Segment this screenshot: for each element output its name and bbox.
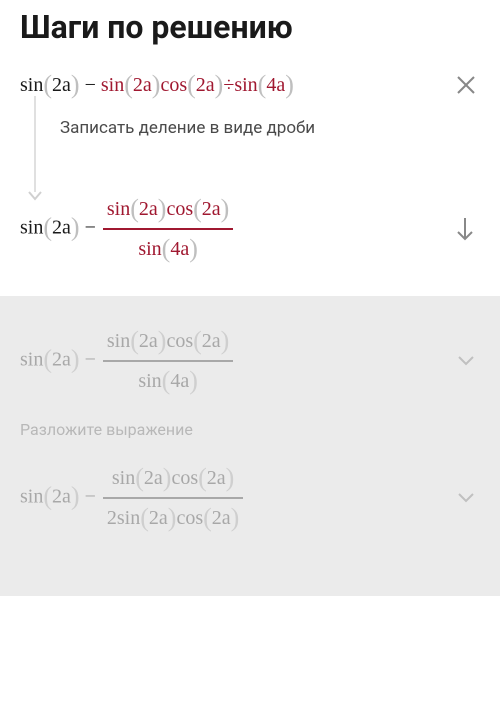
step-1-row: sin(2a) − sin(2a)cos(2a)÷sin(4a) bbox=[0, 70, 500, 100]
fn-cos: cos bbox=[166, 198, 193, 220]
dim-step-3-expression: sin(2a) − sin(2a)cos(2a) sin(4a) bbox=[20, 324, 452, 398]
chevron-down-icon[interactable] bbox=[452, 492, 480, 504]
arg: 2a bbox=[52, 486, 71, 508]
arg: 2a bbox=[133, 74, 152, 96]
arg: 2a bbox=[52, 349, 71, 371]
fn-sin: sin bbox=[101, 74, 124, 96]
arg: 2a bbox=[52, 74, 71, 96]
fraction-bar bbox=[103, 360, 233, 362]
fraction-bar bbox=[103, 497, 243, 499]
div: ÷ bbox=[223, 74, 234, 96]
arg: 2a bbox=[202, 198, 221, 220]
arg: 2a bbox=[139, 198, 158, 220]
dim-step-4-expression: sin(2a) − sin(2a)cos(2a) 2sin(2a)cos(2a) bbox=[20, 461, 452, 535]
connector-line bbox=[34, 96, 36, 192]
dim-step-3-row: sin(2a) − sin(2a)cos(2a) sin(4a) bbox=[0, 320, 500, 402]
fn-sin: sin bbox=[112, 467, 135, 489]
dim-transition-description: Разложите выражение bbox=[0, 402, 500, 457]
fn-sin: sin bbox=[117, 507, 140, 529]
close-icon[interactable] bbox=[452, 71, 480, 99]
step-2-expression: sin(2a) − sin(2a)cos(2a) sin(4a) bbox=[20, 192, 450, 266]
fn-sin: sin bbox=[20, 217, 43, 239]
chevron-down-icon[interactable] bbox=[452, 355, 480, 367]
down-arrow-icon[interactable] bbox=[450, 216, 480, 242]
fn-sin: sin bbox=[107, 198, 130, 220]
step-1-expression: sin(2a) − sin(2a)cos(2a)÷sin(4a) bbox=[20, 70, 452, 100]
arg: 2a bbox=[52, 217, 71, 239]
minus: − bbox=[85, 217, 96, 239]
arg: 2a bbox=[202, 330, 221, 352]
arrow-down-icon bbox=[28, 186, 42, 200]
step-connector: Записать деление в виде дроби bbox=[0, 100, 500, 156]
step-2-row: sin(2a) − sin(2a)cos(2a) sin(4a) bbox=[0, 192, 500, 266]
minus: − bbox=[85, 486, 96, 508]
fn-cos: cos bbox=[176, 507, 203, 529]
arg: 2a bbox=[144, 467, 163, 489]
coeff: 2 bbox=[107, 507, 117, 529]
minus: − bbox=[85, 74, 96, 96]
dim-preview-section: sin(2a) − sin(2a)cos(2a) sin(4a) Разложи… bbox=[0, 296, 500, 596]
page-title: Шаги по решению bbox=[0, 0, 500, 70]
fn-sin: sin bbox=[138, 370, 161, 392]
fn-sin: sin bbox=[20, 349, 43, 371]
arg: 2a bbox=[212, 507, 231, 529]
arg: 2a bbox=[149, 507, 168, 529]
fn-sin: sin bbox=[20, 74, 43, 96]
fn-sin: sin bbox=[234, 74, 257, 96]
arg: 2a bbox=[139, 330, 158, 352]
fn-cos: cos bbox=[166, 330, 193, 352]
fraction: sin(2a)cos(2a) 2sin(2a)cos(2a) bbox=[103, 461, 243, 535]
arg: 4a bbox=[170, 370, 189, 392]
fn-sin: sin bbox=[20, 486, 43, 508]
fraction: sin(2a)cos(2a) sin(4a) bbox=[103, 192, 233, 266]
fraction: sin(2a)cos(2a) sin(4a) bbox=[103, 324, 233, 398]
fraction-bar bbox=[103, 228, 233, 230]
fn-cos: cos bbox=[171, 467, 198, 489]
fn-sin: sin bbox=[138, 238, 161, 260]
arg: 2a bbox=[207, 467, 226, 489]
fn-sin: sin bbox=[107, 330, 130, 352]
arg: 4a bbox=[170, 238, 189, 260]
arg: 2a bbox=[196, 74, 215, 96]
arg: 4a bbox=[266, 74, 285, 96]
minus: − bbox=[85, 349, 96, 371]
dim-step-4-row: sin(2a) − sin(2a)cos(2a) 2sin(2a)cos(2a) bbox=[0, 457, 500, 539]
transition-description: Записать деление в виде дроби bbox=[60, 118, 315, 138]
fn-cos: cos bbox=[160, 74, 187, 96]
